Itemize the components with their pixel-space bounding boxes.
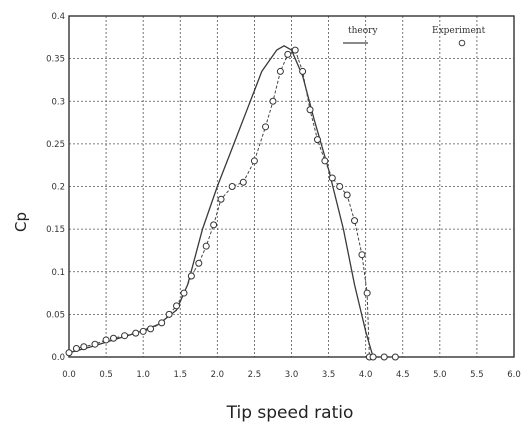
experiment-point — [351, 217, 359, 225]
experiment-point — [391, 353, 399, 361]
y-tick-label: 0.0 — [51, 353, 65, 363]
experiment-point — [228, 183, 236, 190]
series-experiment-line — [68, 49, 396, 358]
y-tick-label: 0.2 — [51, 183, 65, 193]
x-tick-label: 4.0 — [359, 370, 373, 380]
x-tick-label: 6.0 — [507, 370, 521, 380]
experiment-point — [165, 310, 173, 318]
tick-labels: 0.0 0.5 1.0 1.5 2.0 2.5 3.0 3.5 4.0 4.5 5.0 5.5 6.0 0… — [46, 12, 521, 380]
legend-theory-label: theory — [348, 26, 378, 36]
y-tick-label: 0.35 — [46, 55, 65, 65]
experiment-point — [187, 272, 195, 280]
axes — [68, 15, 515, 358]
experiment-point — [80, 343, 88, 351]
experiment-point — [291, 46, 299, 54]
x-tick-label: 0.5 — [99, 370, 113, 380]
x-tick-label: 2.5 — [248, 370, 262, 380]
experiment-point — [343, 191, 351, 199]
experiment-point — [276, 67, 284, 75]
y-tick-label: 0.15 — [46, 225, 65, 235]
experiment-point — [336, 183, 344, 190]
grid — [68, 15, 515, 358]
x-tick-label: 2.0 — [211, 370, 225, 380]
x-tick-label: 4.5 — [396, 370, 410, 380]
series-layer — [65, 45, 399, 361]
experiment-point — [180, 289, 188, 297]
experiment-point — [328, 174, 336, 182]
experiment-point — [217, 195, 225, 203]
experiment-point — [139, 327, 147, 335]
experiment-point — [91, 340, 99, 348]
legend-experiment-label: Experiment — [432, 26, 486, 36]
y-tick-label: 0.25 — [46, 140, 65, 150]
experiment-point — [202, 242, 210, 250]
experiment-point — [358, 251, 366, 259]
x-tick-label: 0.0 — [62, 370, 76, 380]
series-theory-line — [68, 45, 374, 358]
plot-frame — [68, 15, 515, 358]
experiment-point — [65, 349, 73, 357]
experiment-point — [102, 336, 110, 344]
experiment-point — [269, 97, 277, 105]
x-tick-label: 1.5 — [173, 370, 187, 380]
experiment-point — [250, 157, 258, 165]
experiment-point — [158, 319, 166, 327]
x-axis-label: Tip speed ratio — [226, 403, 354, 423]
experiment-point — [284, 50, 292, 58]
experiment-point — [239, 178, 247, 186]
legend: theory Experiment — [343, 26, 486, 47]
experiment-point — [321, 157, 329, 165]
experiment-point — [173, 302, 181, 310]
x-tick-label: 3.0 — [285, 370, 299, 380]
x-tick-label: 1.0 — [136, 370, 150, 380]
experiment-point — [380, 353, 388, 361]
experiment-point — [110, 334, 117, 342]
y-tick-label: 0.4 — [51, 12, 65, 22]
experiment-point — [306, 106, 314, 114]
x-tick-label: 3.5 — [322, 370, 336, 380]
experiment-point — [132, 329, 140, 337]
experiment-point — [262, 123, 270, 131]
y-tick-label: 0.3 — [51, 97, 65, 107]
experiment-point — [299, 67, 307, 75]
legend-experiment-swatch — [458, 39, 466, 47]
experiment-point — [369, 353, 377, 361]
experiment-point — [313, 136, 321, 144]
experiment-point — [363, 289, 371, 297]
y-tick-label: 0.05 — [46, 310, 65, 320]
y-tick-label: 0.1 — [51, 268, 65, 278]
y-axis-label: Cp — [12, 212, 30, 232]
experiment-point — [195, 259, 203, 267]
x-tick-label: 5.0 — [433, 370, 447, 380]
experiment-point — [121, 332, 129, 340]
experiment-point — [147, 325, 155, 333]
experiment-point — [72, 344, 80, 352]
experiment-point — [210, 221, 218, 229]
x-tick-label: 5.5 — [470, 370, 484, 380]
